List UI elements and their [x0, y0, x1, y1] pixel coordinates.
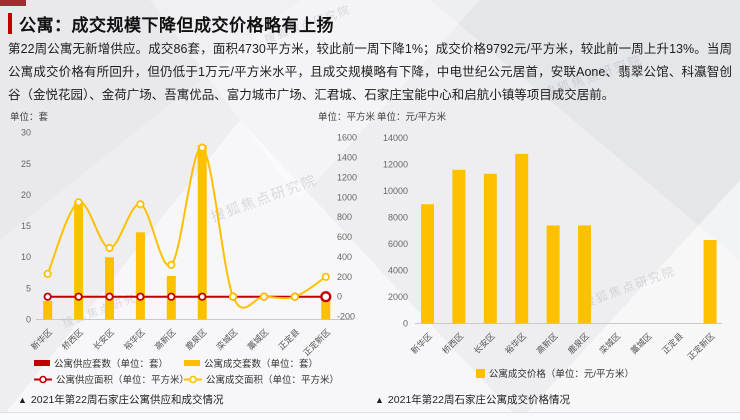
legend-item-transaction-area: 公寓成交面积（单位：平方米）: [184, 372, 344, 386]
svg-text:0: 0: [403, 319, 408, 329]
left-chart-caption: ▲ 2021年第22周石家庄公寓供应和成交情况: [18, 392, 223, 407]
svg-text:正定县: 正定县: [276, 327, 301, 352]
svg-text:藁城区: 藁城区: [629, 331, 654, 356]
triangle-marker-icon: ▲: [18, 395, 27, 405]
svg-text:0: 0: [26, 315, 31, 325]
legend-label: 公寓供应套数（单位：套）: [54, 359, 169, 370]
triangle-marker-icon: ▲: [375, 395, 384, 405]
legend-item-transaction-price: 公寓成交价格（单位：元/平方米）: [475, 366, 635, 380]
svg-text:20: 20: [21, 190, 31, 200]
x-axis-labels: 新华区 桥西区 长安区 裕华区 高新区 鹿泉区 栾城区 藁城区 正定县 正定新区: [29, 327, 333, 358]
title-bullet-bar: [8, 13, 12, 34]
legend-label: 公寓成交价格（单位：元/平方米）: [488, 369, 635, 380]
left-chart-legend: 公寓供应套数（单位：套） 公寓成交套数（单位：套） 公寓供应面积（单位：平方米）…: [34, 356, 344, 386]
svg-text:30: 30: [21, 128, 31, 138]
caption-text: 2021年第22周石家庄公寓成交价格情况: [387, 394, 570, 406]
legend-item-supply-area: 公寓供应面积（单位：平方米）: [34, 372, 189, 386]
svg-text:裕华区: 裕华区: [122, 327, 147, 352]
svg-text:15: 15: [21, 221, 31, 231]
bottom-footer-band: [0, 412, 740, 420]
page-title: 公寓：成交规模下降但成交价格略有上扬: [19, 16, 334, 35]
line-markers: [43, 143, 332, 303]
left-chart-left-axis-unit: 单位：套: [10, 112, 49, 123]
svg-text:1600: 1600: [337, 133, 357, 143]
transaction-area-line: [46, 146, 327, 309]
caption-text: 2021年第22周石家庄公寓供应和成交情况: [30, 394, 224, 406]
right-chart-legend: 公寓成交价格（单位：元/平方米）: [370, 366, 740, 380]
svg-text:600: 600: [337, 232, 352, 242]
svg-text:鹿泉区: 鹿泉区: [184, 327, 209, 352]
legend-item-transaction-units: 公寓成交套数（单位：套）: [184, 356, 344, 370]
svg-text:正定新区: 正定新区: [685, 331, 716, 362]
svg-text:6000: 6000: [388, 239, 408, 249]
svg-text:2000: 2000: [388, 292, 408, 302]
svg-text:高新区: 高新区: [534, 331, 559, 356]
svg-text:长安区: 长安区: [91, 327, 116, 352]
svg-text:正定新区: 正定新区: [301, 327, 332, 358]
corner-accent-strip: [0, 0, 26, 6]
legend-label: 公寓供应面积（单位：平方米）: [56, 375, 190, 386]
svg-text:12000: 12000: [383, 159, 408, 169]
legend-label: 公寓成交面积（单位：平方米）: [206, 375, 340, 386]
svg-text:长安区: 长安区: [472, 331, 497, 356]
summary-paragraph: 第22周公寓无新增供应。成交86套，面积4730平方米，较此前一周下降1%；成交…: [8, 42, 732, 102]
x-axis-labels: 新华区 桥西区 长安区 裕华区 高新区 鹿泉区 栾城区 藁城区 正定县 正定新区: [409, 331, 717, 362]
svg-text:800: 800: [337, 212, 352, 222]
slide-header: 公寓：成交规模下降但成交价格略有上扬: [8, 11, 334, 36]
legend-label: 公寓成交套数（单位：套）: [204, 359, 319, 370]
svg-text:8000: 8000: [388, 212, 408, 222]
gold-square-swatch-icon: [475, 368, 485, 378]
svg-text:桥西区: 桥西区: [60, 327, 85, 352]
gold-line-marker-icon: [184, 375, 202, 383]
svg-text:1400: 1400: [337, 153, 357, 163]
svg-text:0: 0: [337, 292, 342, 302]
svg-text:5: 5: [26, 283, 31, 293]
svg-text:正定县: 正定县: [660, 331, 685, 356]
svg-text:新华区: 新华区: [29, 327, 54, 352]
svg-text:裕华区: 裕华区: [503, 331, 528, 356]
svg-text:10: 10: [21, 252, 31, 262]
legend-item-supply-units: 公寓供应套数（单位：套）: [34, 356, 184, 370]
svg-text:25: 25: [21, 159, 31, 169]
svg-text:高新区: 高新区: [153, 327, 178, 352]
svg-text:鹿泉区: 鹿泉区: [566, 331, 591, 356]
svg-text:400: 400: [337, 252, 352, 262]
svg-text:1200: 1200: [337, 172, 357, 182]
svg-text:14000: 14000: [383, 133, 408, 143]
transaction-price-bar-chart: 0 2000 4000 6000 8000 10000 12000 14000 新华区 桥西区 长安…: [383, 133, 722, 362]
svg-text:栾城区: 栾城区: [214, 327, 239, 352]
svg-text:4000: 4000: [388, 265, 408, 275]
svg-text:200: 200: [337, 272, 352, 282]
svg-text:藁城区: 藁城区: [245, 327, 270, 352]
price-bars: [421, 153, 717, 324]
left-chart-right-axis-unit: 单位：平方米: [318, 112, 376, 123]
svg-text:10000: 10000: [383, 186, 408, 196]
svg-text:栾城区: 栾城区: [597, 331, 622, 356]
transaction-units-bars: [43, 145, 331, 320]
red-line-marker-icon: [34, 375, 52, 383]
svg-text:-200: -200: [337, 312, 355, 322]
svg-text:桥西区: 桥西区: [440, 331, 465, 356]
svg-text:1000: 1000: [337, 192, 357, 202]
right-chart-caption: ▲ 2021年第22周石家庄公寓成交价格情况: [375, 392, 570, 407]
supply-transaction-combo-chart: 0 5 10 15 20 25 30 -200 0 200 400 600 800 1000 1200 140…: [21, 128, 357, 358]
right-chart-axis-unit: 单位：元/平方米: [377, 112, 447, 123]
svg-text:新华区: 新华区: [409, 331, 434, 356]
gold-bar-swatch-icon: [184, 360, 200, 366]
red-bar-swatch-icon: [34, 360, 50, 366]
